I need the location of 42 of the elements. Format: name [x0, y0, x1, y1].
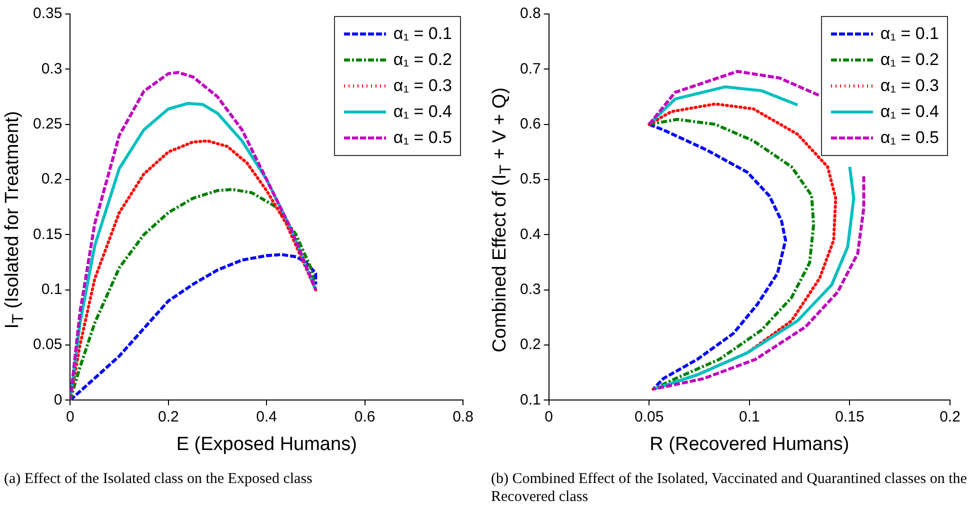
- legend-label: α₁ = 0.5: [880, 127, 939, 149]
- legend-label: α₁ = 0.2: [393, 49, 452, 71]
- y-tick-label: 0.05: [32, 336, 62, 354]
- legend-label: α₁ = 0.3: [393, 75, 452, 97]
- y-tick-label: 0.4: [520, 226, 541, 243]
- legend-label: α₁ = 0.4: [393, 101, 452, 123]
- legend-label: α₁ = 0.5: [393, 127, 452, 149]
- x-tick-label: 0: [66, 408, 74, 426]
- y-tick-label: 0.2: [41, 170, 62, 188]
- line-series: [70, 253, 318, 400]
- x-axis-title: R (Recovered Humans): [650, 434, 850, 455]
- x-tick-label: 0.2: [940, 408, 960, 426]
- y-tick-label: 0.25: [32, 115, 62, 132]
- x-tick-label: 0.1: [738, 408, 760, 426]
- legend-label: α₁ = 0.2: [880, 49, 939, 71]
- x-tick-label: 0.6: [354, 408, 376, 426]
- line-series: [70, 188, 318, 400]
- legend-label: α₁ = 0.1: [393, 23, 452, 45]
- legend-label: α₁ = 0.3: [880, 75, 939, 97]
- y-tick-label: 0.7: [520, 60, 541, 78]
- x-tick-label: 0.8: [452, 408, 474, 426]
- y-tick-label: 0.5: [520, 170, 541, 188]
- y-tick-label: 0: [54, 391, 62, 408]
- legend-label: α₁ = 0.4: [880, 101, 939, 123]
- y-tick-label: 0.35: [32, 5, 62, 22]
- x-tick-label: 0.15: [835, 408, 864, 426]
- x-axis-title: E (Exposed Humans): [176, 434, 357, 455]
- y-tick-label: 0.1: [41, 281, 62, 298]
- x-tick-label: 0.2: [158, 408, 179, 426]
- y-tick-label: 0.15: [32, 226, 62, 243]
- x-tick-label: 0.4: [256, 408, 278, 426]
- x-tick-label: 0.05: [634, 408, 664, 426]
- y-tick-label: 0.3: [520, 281, 541, 298]
- y-tick-label: 0.3: [41, 60, 62, 78]
- y-tick-label: 0.8: [520, 5, 541, 22]
- text: (a) Effect of the Isolated class on the Exposed class: [4, 470, 314, 488]
- legend-label: α₁ = 0.1: [880, 23, 939, 45]
- text: (b) Combined Effect of the Isolated, Vaccinated and Quarantined classes on the Recovered class: [491, 470, 968, 506]
- y-tick-label: 0.1: [520, 391, 541, 408]
- y-tick-label: 0.2: [520, 336, 541, 354]
- y-tick-label: 0.6: [520, 115, 541, 132]
- x-tick-label: 0: [544, 408, 554, 426]
